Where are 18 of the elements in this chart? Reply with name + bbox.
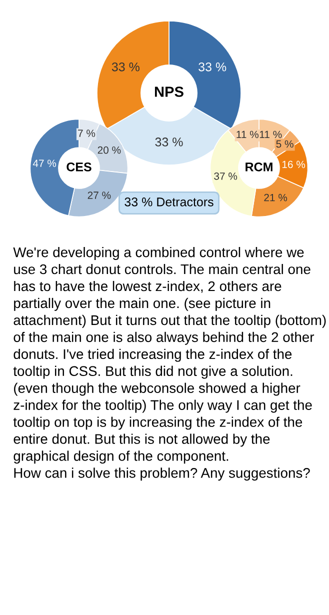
data-label: 20 %	[98, 146, 121, 154]
text: CES	[66, 162, 92, 172]
data-label: 27 %	[88, 192, 111, 199]
data-label: 33 %	[198, 62, 226, 72]
data-label: 33 %	[155, 138, 183, 146]
data-label: 16 %	[282, 160, 306, 168]
data-label: 37 %	[214, 172, 238, 180]
data-label: 11 %	[260, 130, 282, 138]
text: We're developing a combined control where we use 3 chart donut controls. The main central one has to have the lowest z-index, 2 others are partially over the main one. (see picture in attachment) But it turns out that the tooltip (bottom) of the main one is also always behind the 2 other donuts. I've tried increasing the z-index of the tooltip in CSS. But this did not give a solution. (even though the webconsole showed a higher z-index for the tooltip) The only way I can get the tooltip on top is by increasing the z-index of the entire donut. But this is not allowed by the graphical design of the component. How can i solve this problem? Any suggestions?	[13, 247, 326, 481]
text: 33 % Detractors	[124, 198, 214, 206]
data-label: 47 %	[32, 160, 56, 167]
data-label: 21 %	[264, 194, 288, 202]
data-label: 7 %	[78, 130, 96, 137]
data-label: 11 %	[236, 130, 258, 138]
data-label: 33 %	[112, 62, 140, 72]
data-label: 5 %	[276, 140, 294, 148]
text: NPS	[154, 86, 184, 97]
text: RCM	[246, 162, 272, 172]
